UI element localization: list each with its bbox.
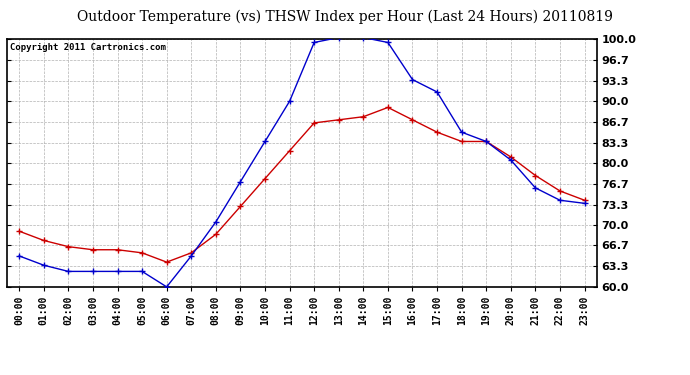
Text: Outdoor Temperature (vs) THSW Index per Hour (Last 24 Hours) 20110819: Outdoor Temperature (vs) THSW Index per … — [77, 9, 613, 24]
Text: Copyright 2011 Cartronics.com: Copyright 2011 Cartronics.com — [10, 43, 166, 52]
